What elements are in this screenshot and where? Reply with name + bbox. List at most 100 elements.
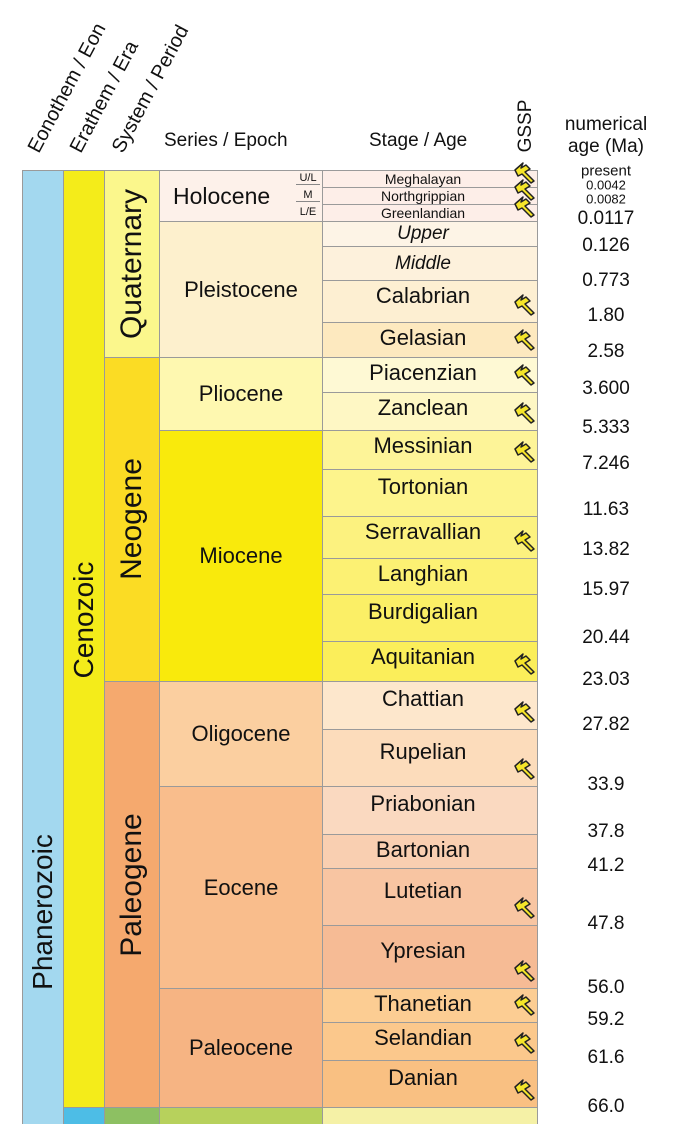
stage-cell: Zanclean [322,392,538,431]
epoch-label: Miocene [199,543,283,568]
stage-label: Gelasian [379,325,467,350]
epoch-cell: Pliocene [159,357,323,431]
gssp-golden-spike-icon [512,177,538,201]
gssp-golden-spike-icon [512,756,538,780]
period-label: Neogene [114,458,148,580]
numerical-age-label: 11.63 [582,499,630,520]
epoch-label: Oligocene [191,721,291,746]
gssp-golden-spike-icon [512,194,538,218]
header-age: numerical age (Ma) [564,114,648,157]
numerical-age-label: 1.80 [587,305,625,326]
epoch-label: Pliocene [198,381,284,406]
gssp-golden-spike-icon [512,362,538,386]
stage-cell: Serravallian [322,516,538,559]
numerical-age-label: 13.82 [582,539,630,560]
stage-label: Rupelian [379,738,467,764]
stage-label: Burdigalian [367,598,479,624]
stage-label: Northgrippian [380,188,466,204]
numerical-age-label: 3.600 [582,378,630,399]
stage-cell: Priabonian [322,786,538,835]
holocene-subdivision-label: L/E [299,206,317,218]
stage-cell: Northgrippian [322,187,538,205]
epoch-cell: Miocene [159,430,323,682]
numerical-age-label: 0.126 [582,235,630,256]
stage-label: Ypresian [380,937,466,963]
epoch-cell: Eocene [159,786,323,989]
header-stage: Stage / Age [369,130,468,151]
numerical-age-label: 33.9 [587,774,625,795]
stage-cell: Meghalayan [322,170,538,188]
era-cell [63,170,105,1108]
gssp-golden-spike-icon [512,1030,538,1054]
gssp-golden-spike-icon [512,327,538,351]
epoch-label: Paleocene [189,1035,293,1060]
numerical-age-label: 0.0117 [577,208,635,229]
stage-cell: Rupelian [322,729,538,787]
stage-cell: Bartonian [322,834,538,869]
mesozoic-era-cell [63,1107,105,1124]
stage-label: Upper [397,223,449,244]
stage-cell: Tortonian [322,469,538,517]
stage-label: Aquitanian [371,644,475,669]
period-cell [104,681,160,1108]
period-label: Paleogene [114,813,148,957]
numerical-age-label: 61.6 [587,1047,625,1068]
epoch-cell: Paleocene [159,988,323,1108]
upper-cretaceous-epoch-cell [159,1107,323,1124]
stage-label: Chattian [382,686,464,711]
stage-cell: Greenlandian [322,204,538,222]
stage-label: Langhian [377,561,469,586]
stage-label: Thanetian [374,991,472,1016]
numerical-age-label: 0.773 [582,270,630,291]
numerical-age-label: 59.2 [587,1009,625,1030]
numerical-age-label: 27.82 [582,714,630,735]
stage-label: Calabrian [375,283,471,308]
gssp-golden-spike-icon [512,699,538,723]
numerical-age-label: 7.246 [582,453,630,474]
stage-label: Danian [388,1064,458,1090]
numerical-age-label: 0.0082 [586,191,626,207]
gssp-golden-spike-icon [512,400,538,424]
epoch-label: Pleistocene [184,276,298,302]
cretaceous-period-cell [104,1107,160,1124]
epoch-label: Holocene [173,182,271,209]
stage-cell: Langhian [322,558,538,595]
stage-cell: Burdigalian [322,594,538,642]
numerical-age-label: 5.333 [582,417,630,438]
stage-cell: Thanetian [322,988,538,1023]
stage-label: Meghalayan [384,171,462,187]
stage-label: Tortonian [377,473,469,499]
numerical-age-label: present [580,162,632,180]
gssp-golden-spike-icon [512,958,538,982]
numerical-age-label: 2.58 [587,341,625,362]
numerical-age-label: 66.0 [587,1096,625,1117]
stage-label: Greenlandian [380,205,466,221]
holocene-subdivision-label: M [296,189,320,202]
stage-cell: Danian [322,1060,538,1108]
stage-cell: Chattian [322,681,538,730]
stage-label: Selandian [374,1025,472,1050]
period-label: Quaternary [114,188,148,339]
stage-label: Serravallian [364,519,482,544]
eon-cell [22,170,64,1124]
stage-cell: Ypresian [322,925,538,989]
numerical-age-label: 15.97 [582,579,630,600]
period-cell [104,170,160,358]
stage-label: Priabonian [370,791,476,816]
stage-cell: Piacenzian [322,357,538,393]
gssp-golden-spike-icon [512,651,538,675]
gssp-golden-spike-icon [512,992,538,1016]
gssp-golden-spike-icon [512,895,538,919]
stage-label: Lutetian [383,877,463,903]
stage-cell: Gelasian [322,322,538,358]
gssp-golden-spike-icon [512,528,538,552]
stage-cell: Aquitanian [322,641,538,682]
gssp-golden-spike-icon [512,439,538,463]
holocene-subdivision-label: U/L [296,172,320,185]
header-gssp: GSSP [515,99,536,153]
stage-cell: Upper [322,221,538,247]
epoch-label: Eocene [203,874,279,900]
numerical-age-label: 0.0042 [586,177,626,193]
stage-cell: Selandian [322,1022,538,1061]
